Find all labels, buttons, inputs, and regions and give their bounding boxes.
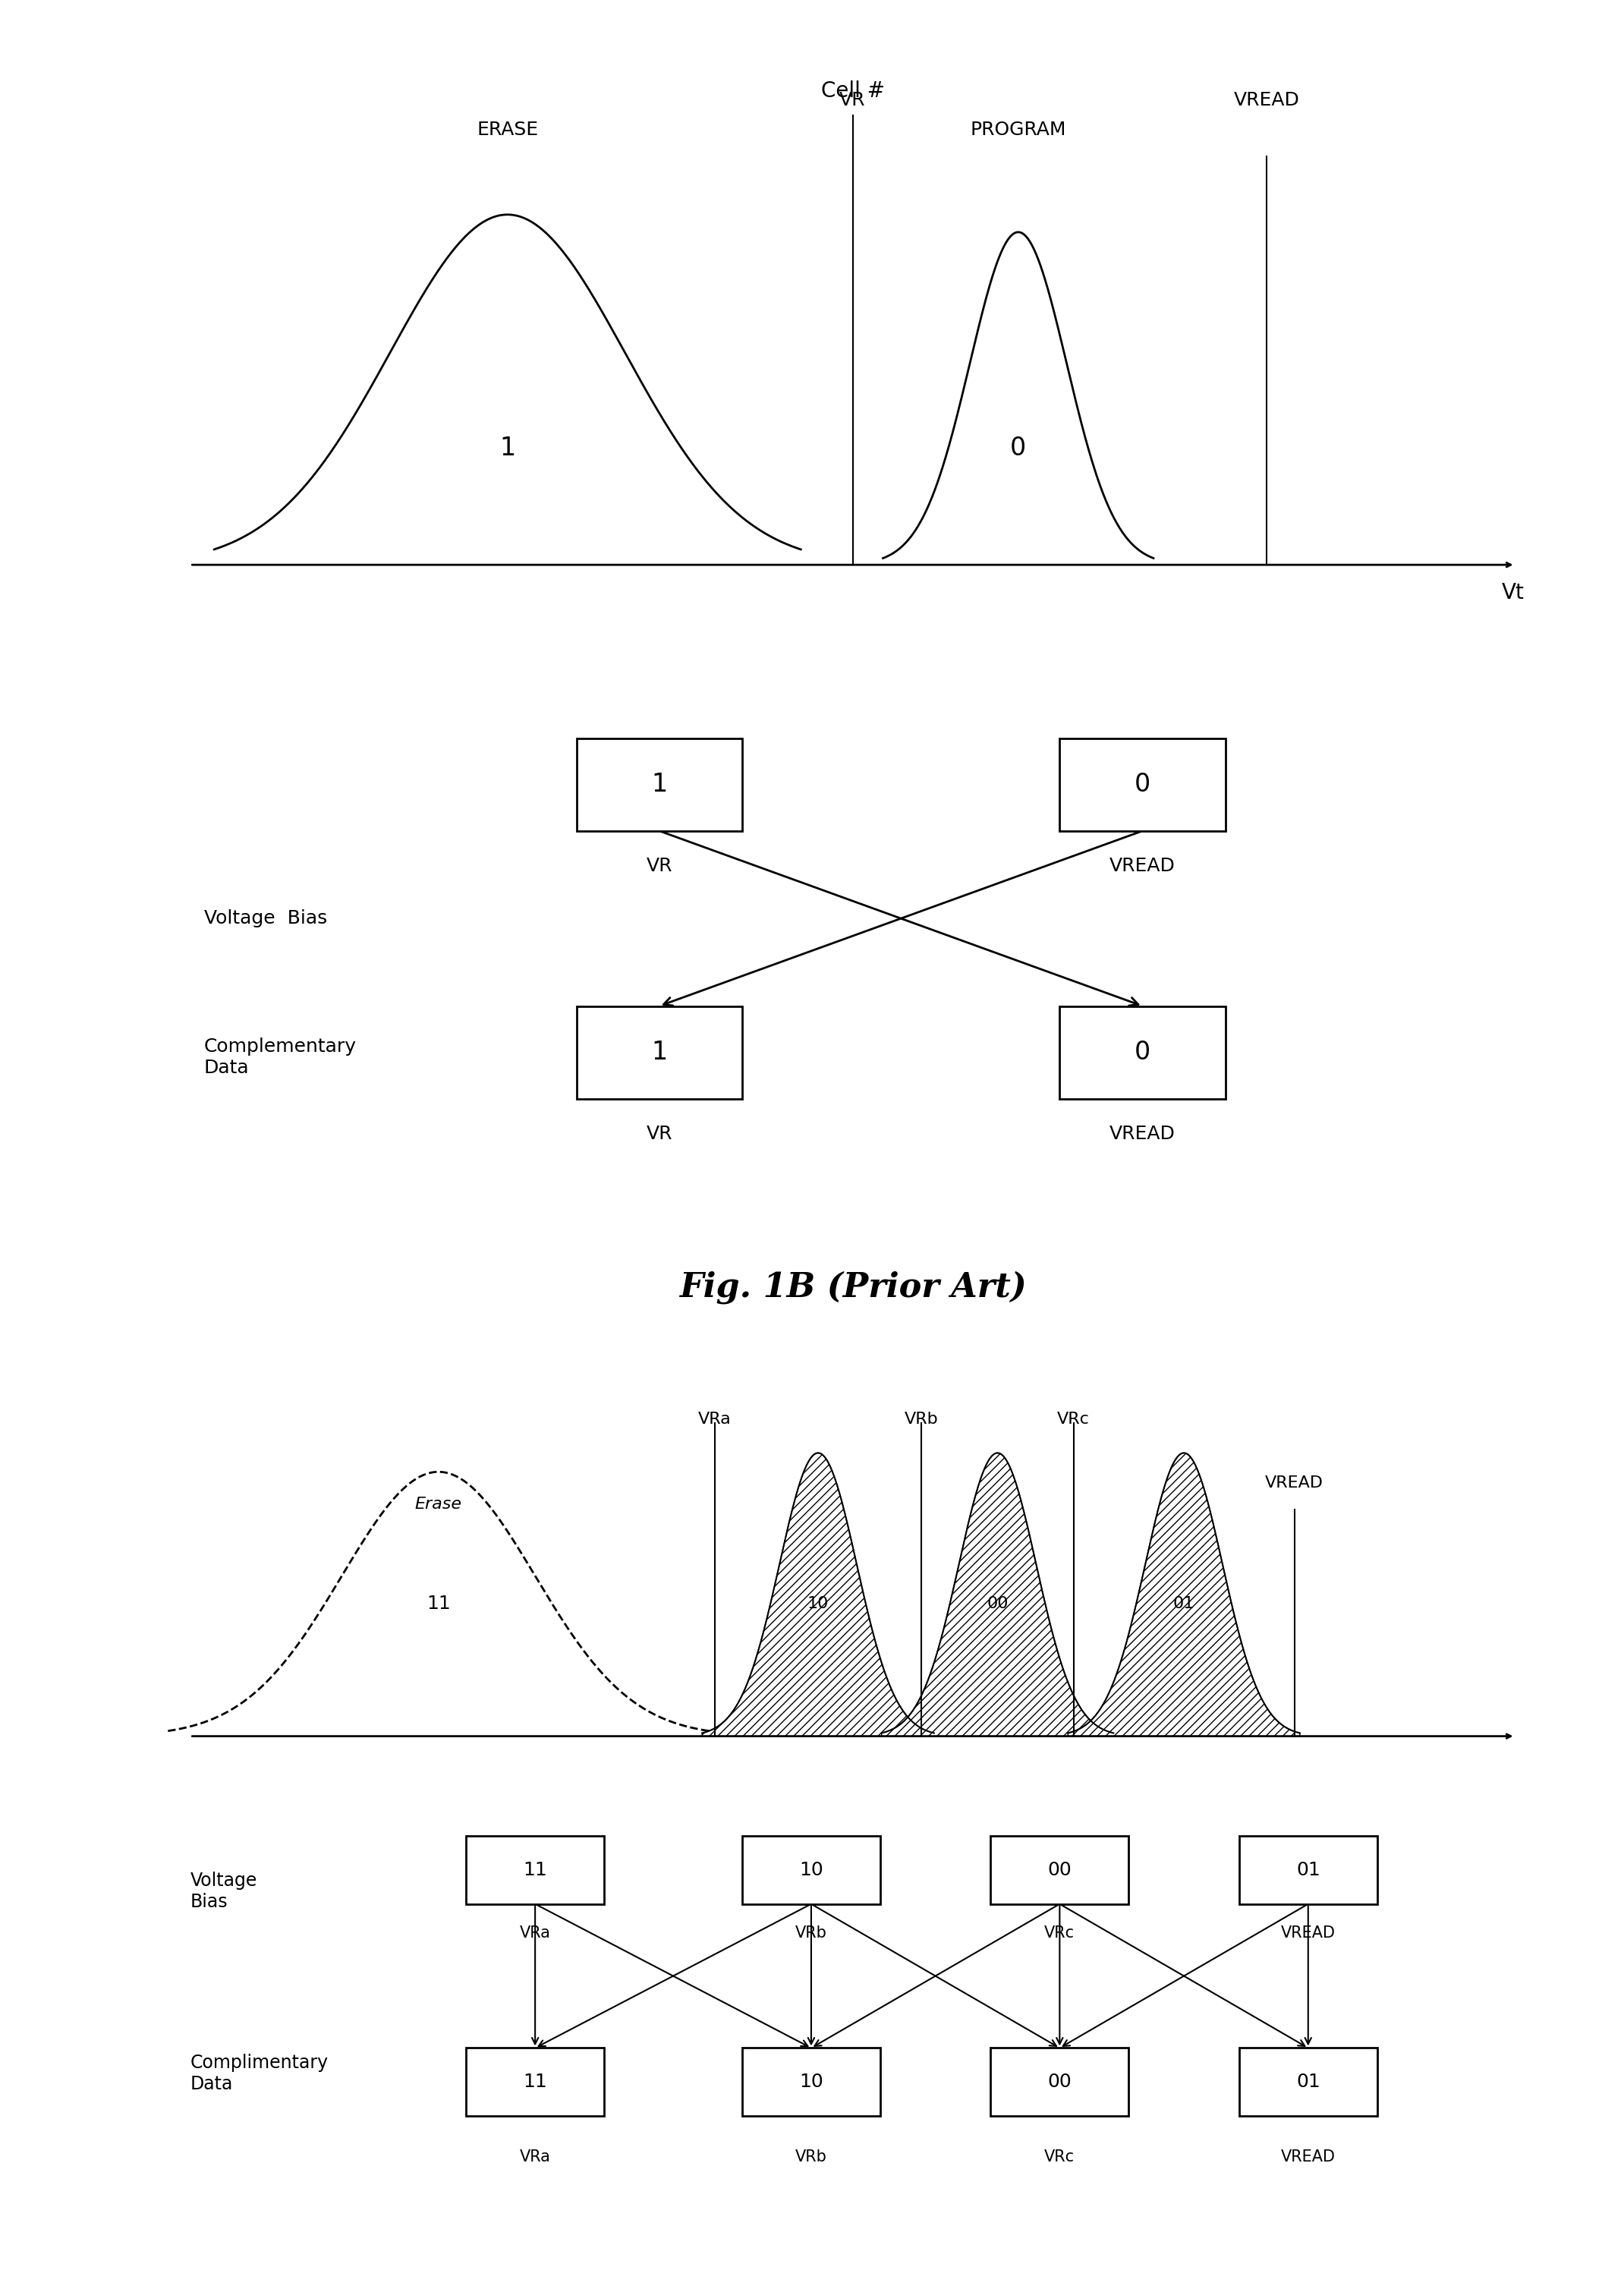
Text: VREAD: VREAD (1234, 92, 1299, 110)
Text: VRa: VRa (520, 2149, 551, 2165)
Text: 01: 01 (1173, 1595, 1195, 1611)
Text: Complementary
Data: Complementary Data (205, 1037, 356, 1078)
Text: 11: 11 (523, 2074, 547, 2090)
Text: VRc: VRc (1044, 1925, 1075, 1941)
Text: PROGRAM: PROGRAM (970, 121, 1067, 140)
Bar (577, 737, 742, 831)
Text: 0: 0 (1135, 1039, 1150, 1064)
Text: 00: 00 (1047, 1861, 1072, 1879)
Bar (991, 1836, 1129, 1904)
Text: 01: 01 (1296, 2074, 1320, 2090)
Text: 10: 10 (799, 1861, 823, 1879)
Bar (1239, 2049, 1377, 2115)
Bar (577, 1007, 742, 1099)
Text: Vt: Vt (1501, 581, 1523, 604)
Text: 1: 1 (651, 771, 667, 797)
Text: VRb: VRb (796, 2149, 827, 2165)
Text: Voltage
Bias: Voltage Bias (190, 1872, 257, 1911)
Text: Complimentary
Data: Complimentary Data (190, 2053, 328, 2092)
Text: VREAD: VREAD (1281, 2149, 1335, 2165)
Text: VRa: VRa (698, 1412, 731, 1426)
Text: Fig. 1B (Prior Art): Fig. 1B (Prior Art) (679, 1270, 1026, 1305)
Text: VRb: VRb (796, 1925, 827, 1941)
Text: 0: 0 (1010, 435, 1026, 460)
Text: 00: 00 (1047, 2074, 1072, 2090)
Text: 1: 1 (500, 435, 515, 460)
Text: VREAD: VREAD (1109, 1124, 1176, 1142)
Bar (1060, 737, 1226, 831)
Text: ERASE: ERASE (477, 121, 538, 140)
Text: 10: 10 (799, 2074, 823, 2090)
Text: 10: 10 (807, 1595, 828, 1611)
Text: 11: 11 (427, 1595, 450, 1614)
Text: VRc: VRc (1044, 2149, 1075, 2165)
Bar (991, 2049, 1129, 2115)
Text: VREAD: VREAD (1265, 1476, 1324, 1490)
Text: 0: 0 (1135, 771, 1150, 797)
Bar (1060, 1007, 1226, 1099)
Bar (1239, 1836, 1377, 1904)
Text: Voltage  Bias: Voltage Bias (205, 909, 326, 927)
Text: 01: 01 (1296, 1861, 1320, 1879)
Text: Erase: Erase (414, 1497, 463, 1511)
Bar (466, 2049, 604, 2115)
Text: VREAD: VREAD (1281, 1925, 1335, 1941)
Text: VREAD: VREAD (1109, 856, 1176, 874)
Text: VR: VR (646, 856, 672, 874)
Text: VRa: VRa (520, 1925, 551, 1941)
Bar (466, 1836, 604, 1904)
Bar (742, 2049, 880, 2115)
Text: VR: VR (840, 92, 866, 110)
Text: 1: 1 (651, 1039, 667, 1064)
Text: 11: 11 (523, 1861, 547, 1879)
Text: VR: VR (646, 1124, 672, 1142)
Text: 00: 00 (987, 1595, 1009, 1611)
Bar (742, 1836, 880, 1904)
Text: VRc: VRc (1057, 1412, 1090, 1426)
Text: Cell #: Cell # (820, 80, 885, 101)
Text: VRb: VRb (905, 1412, 939, 1426)
